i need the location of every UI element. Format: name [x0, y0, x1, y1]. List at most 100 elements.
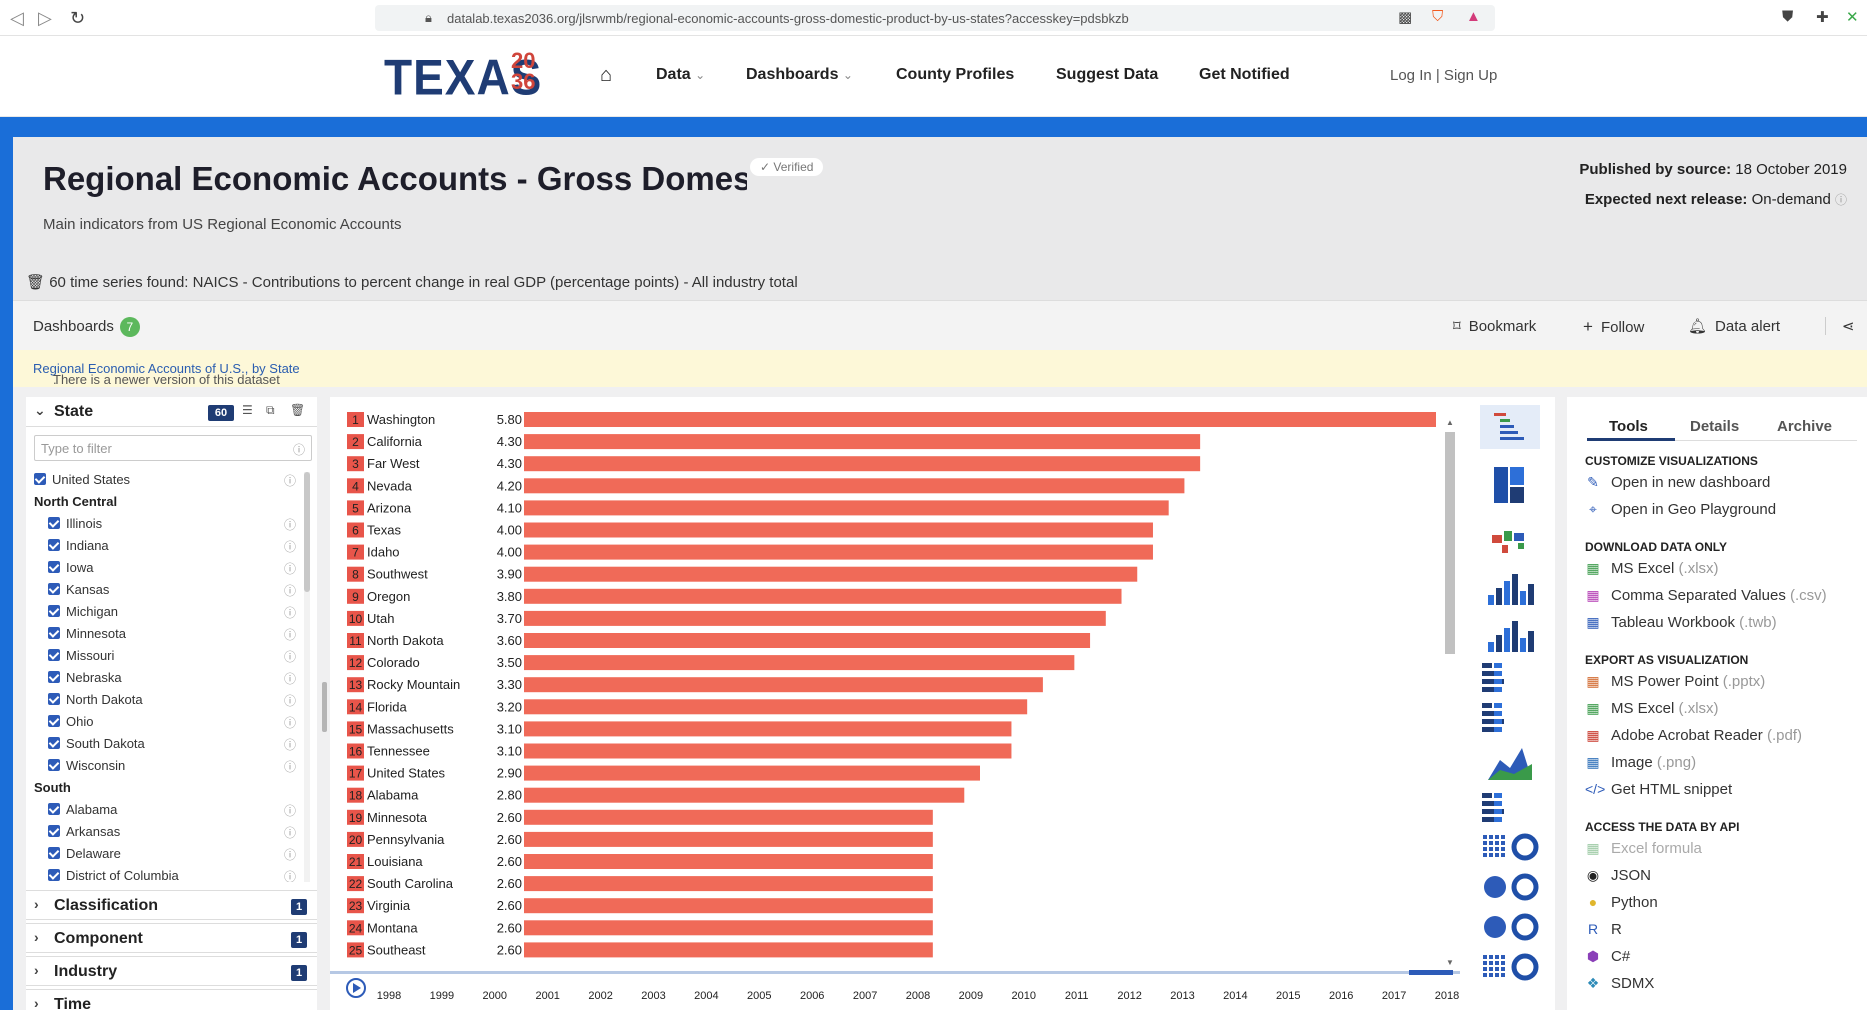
- tool-json[interactable]: ◉ JSON: [1585, 867, 1651, 884]
- tree-item[interactable]: Delaware: [48, 846, 121, 866]
- stacked-bar-icon[interactable]: [1480, 655, 1510, 699]
- back-icon[interactable]: ◁: [10, 8, 24, 28]
- info-icon[interactable]: ⓘ: [284, 826, 297, 840]
- tab-tools[interactable]: Tools: [1609, 418, 1648, 435]
- radar-chart-icon[interactable]: [1480, 905, 1510, 949]
- pocket-icon[interactable]: ⛊: [1782, 8, 1794, 25]
- checkbox[interactable]: [48, 583, 60, 595]
- brave-rewards-icon[interactable]: ▲: [1466, 8, 1481, 25]
- tool-open-in-new-dashboard[interactable]: ✎ Open in new dashboard: [1585, 474, 1770, 491]
- tree-item[interactable]: Illinois: [48, 516, 102, 536]
- tool-ms-excel[interactable]: ▦ MS Excel (.xlsx): [1585, 700, 1718, 717]
- donut-chart-icon[interactable]: [1480, 865, 1510, 909]
- tool-ms-power-point[interactable]: ▦ MS Power Point (.pptx): [1585, 673, 1765, 690]
- bar[interactable]: [524, 478, 1185, 494]
- bookmark-button[interactable]: ⌑ Bookmark: [1453, 317, 1536, 335]
- trash-icon[interactable]: 🗑︎: [290, 403, 306, 417]
- address-bar[interactable]: 🔒︎ datalab.texas2036.org/jlsrwmb/regiona…: [375, 5, 1495, 31]
- bar[interactable]: [524, 765, 980, 781]
- pie-chart-icon[interactable]: [1510, 825, 1540, 869]
- forward-icon[interactable]: ▷: [38, 8, 52, 28]
- checkbox[interactable]: [48, 847, 60, 859]
- checkbox[interactable]: [48, 737, 60, 749]
- filter-section-classification[interactable]: › Classification 1: [26, 890, 317, 920]
- grouped-column-icon[interactable]: [1480, 612, 1540, 656]
- info-icon[interactable]: ⓘ: [1834, 193, 1847, 207]
- tree-item[interactable]: District of Columbia: [48, 868, 179, 882]
- info-icon[interactable]: ⓘ: [292, 443, 305, 457]
- timeline-year[interactable]: 2009: [959, 990, 983, 1002]
- tree-item[interactable]: Missouri: [48, 648, 114, 668]
- bar[interactable]: [524, 854, 933, 869]
- info-icon[interactable]: ⓘ: [284, 804, 297, 818]
- scroll-down-icon[interactable]: ▼: [1446, 958, 1454, 967]
- chart-scroll-thumb[interactable]: [1445, 432, 1455, 654]
- nav-county-profiles[interactable]: County Profiles: [896, 66, 1015, 83]
- timeline-year[interactable]: 2017: [1382, 990, 1406, 1002]
- info-icon[interactable]: ⓘ: [284, 870, 297, 882]
- checkbox[interactable]: [48, 627, 60, 639]
- extensions-icon[interactable]: ✚: [1816, 9, 1829, 26]
- bar[interactable]: [524, 412, 1436, 427]
- tree-item[interactable]: Ohio: [48, 714, 93, 734]
- panel-resize-handle[interactable]: [322, 682, 327, 732]
- extension-x-icon[interactable]: ✕: [1846, 9, 1859, 26]
- timeline-year[interactable]: 2002: [588, 990, 612, 1002]
- timeline-year[interactable]: 2010: [1012, 990, 1036, 1002]
- timeline-year[interactable]: 2015: [1276, 990, 1300, 1002]
- dashboards-link[interactable]: Dashboards 7: [33, 317, 140, 337]
- info-icon[interactable]: ⓘ: [284, 518, 297, 532]
- tree-item[interactable]: North Dakota: [48, 692, 143, 712]
- info-icon[interactable]: ⓘ: [284, 694, 297, 708]
- tree-item[interactable]: Kansas: [48, 582, 109, 602]
- timeline-year[interactable]: 2007: [853, 990, 877, 1002]
- bar[interactable]: [524, 809, 933, 825]
- tree-item[interactable]: Indiana: [48, 538, 109, 558]
- tab-details[interactable]: Details: [1690, 418, 1740, 435]
- checkbox[interactable]: [48, 693, 60, 705]
- bar[interactable]: [524, 522, 1153, 538]
- multi-area-icon[interactable]: [1480, 785, 1510, 829]
- nav-data[interactable]: Data ⌄: [656, 66, 705, 84]
- filter-section-component[interactable]: › Component 1: [26, 923, 317, 953]
- timeline-year[interactable]: 2014: [1223, 990, 1247, 1002]
- home-icon[interactable]: ⌂: [600, 64, 613, 86]
- bar[interactable]: [524, 677, 1043, 693]
- timeline-year[interactable]: 1998: [377, 990, 401, 1002]
- bar[interactable]: [524, 743, 1012, 759]
- bar[interactable]: [524, 610, 1106, 626]
- tool-sdmx[interactable]: ❖ SDMX: [1585, 975, 1655, 992]
- tree-item[interactable]: Nebraska: [48, 670, 122, 690]
- tool-comma-separated-values[interactable]: ▦ Comma Separated Values (.csv): [1585, 587, 1826, 604]
- info-icon[interactable]: ⓘ: [284, 760, 297, 774]
- data-alert-button[interactable]: 🔔︎ Data alert: [1688, 317, 1780, 335]
- tree-scrollbar[interactable]: [304, 472, 310, 882]
- area-chart-icon[interactable]: [1480, 740, 1540, 784]
- timeline-year[interactable]: 2012: [1117, 990, 1141, 1002]
- treemap-icon[interactable]: [1480, 463, 1540, 507]
- info-icon[interactable]: ⓘ: [284, 716, 297, 730]
- info-icon[interactable]: ⓘ: [284, 672, 297, 686]
- tree-item[interactable]: Arkansas: [48, 824, 120, 844]
- dot-grid-icon[interactable]: [1480, 945, 1510, 989]
- tree-item[interactable]: Alabama: [48, 802, 117, 822]
- info-icon[interactable]: ⓘ: [284, 606, 297, 620]
- bar[interactable]: [524, 655, 1075, 671]
- checkbox[interactable]: [48, 715, 60, 727]
- bar[interactable]: [524, 500, 1169, 516]
- timeline-year[interactable]: 2018: [1435, 990, 1459, 1002]
- state-filter-header[interactable]: ⌄ State 60 ☰ ⧉ 🗑︎: [26, 397, 317, 427]
- bar[interactable]: [524, 942, 933, 958]
- checkbox[interactable]: [48, 869, 60, 881]
- tree-item[interactable]: Minnesota: [48, 626, 126, 646]
- nav-get-notified[interactable]: Get Notified: [1199, 66, 1290, 83]
- bar[interactable]: [524, 831, 933, 847]
- login-signup-link[interactable]: Log In | Sign Up: [1390, 67, 1498, 84]
- info-icon[interactable]: ⓘ: [284, 562, 297, 576]
- state-filter-input[interactable]: Type to filter ⓘ: [34, 435, 312, 461]
- stacked-column-icon[interactable]: [1480, 565, 1540, 609]
- line-chart-icon[interactable]: [1510, 905, 1540, 949]
- checkbox[interactable]: [48, 605, 60, 617]
- checkbox[interactable]: [48, 759, 60, 771]
